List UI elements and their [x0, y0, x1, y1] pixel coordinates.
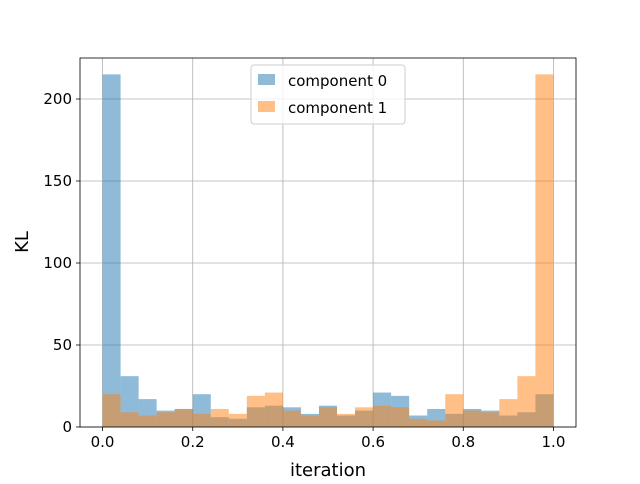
bar-component-1-bin-1 — [120, 412, 139, 427]
bar-component-1-bin-16 — [391, 407, 410, 427]
x-axis-label: iteration — [290, 460, 366, 480]
y-tick-label: 0 — [62, 418, 72, 436]
legend-label-component-0: component 0 — [288, 72, 387, 90]
bar-component-1-bin-20 — [463, 410, 482, 427]
legend-swatch-component-1 — [258, 101, 275, 112]
bar-component-1-bin-7 — [228, 413, 247, 427]
bar-component-1-bin-12 — [318, 407, 338, 427]
legend-label-component-1: component 1 — [288, 99, 387, 117]
x-tick-label: 0.2 — [181, 433, 205, 451]
bar-component-1-bin-22 — [499, 399, 518, 427]
x-tick-label: 0.8 — [451, 433, 475, 451]
series-component-1 — [102, 74, 554, 428]
y-tick-label: 150 — [43, 172, 72, 190]
x-tick-label: 0.4 — [271, 433, 295, 451]
bar-component-1-bin-9 — [264, 392, 283, 427]
x-axis-ticks: 0.0 0.2 0.4 0.6 0.8 1.0 — [91, 427, 566, 451]
bar-component-1-bin-13 — [337, 413, 356, 427]
bar-component-1-bin-14 — [355, 407, 374, 427]
bar-component-1-bin-18 — [427, 420, 446, 427]
bar-component-1-bin-4 — [174, 408, 193, 427]
bar-component-1-bin-15 — [373, 405, 392, 427]
bar-component-1-bin-11 — [300, 415, 319, 427]
bar-component-1-bin-8 — [246, 395, 265, 427]
bar-component-1-bin-19 — [445, 394, 464, 427]
bar-component-1-bin-5 — [192, 413, 211, 427]
bar-component-1-bin-21 — [481, 412, 500, 427]
legend-swatch-component-0 — [258, 74, 275, 85]
legend: component 0 component 1 — [250, 64, 406, 125]
y-tick-label: 200 — [43, 90, 72, 108]
bar-component-1-bin-10 — [282, 410, 301, 427]
plot-frame — [79, 57, 577, 428]
histogram-bars — [102, 74, 554, 428]
bar-component-1-bin-23 — [517, 376, 536, 427]
y-axis-ticks: 0 50 100 150 200 — [43, 90, 80, 436]
bar-component-1-bin-2 — [138, 415, 157, 427]
x-tick-label: 0.6 — [361, 433, 385, 451]
y-tick-label: 100 — [43, 254, 72, 272]
x-tick-label: 0.0 — [91, 433, 115, 451]
bar-component-1-bin-24 — [535, 74, 554, 428]
y-tick-label: 50 — [53, 336, 72, 354]
y-axis-label: KL — [12, 231, 33, 253]
legend-frame — [250, 64, 406, 125]
bar-component-1-bin-3 — [156, 412, 175, 427]
x-tick-label: 1.0 — [542, 433, 566, 451]
bar-component-1-bin-6 — [210, 408, 229, 427]
bar-component-1-bin-0 — [102, 394, 121, 427]
bar-component-0-bin-0 — [102, 74, 121, 428]
bar-component-1-bin-17 — [409, 418, 428, 427]
